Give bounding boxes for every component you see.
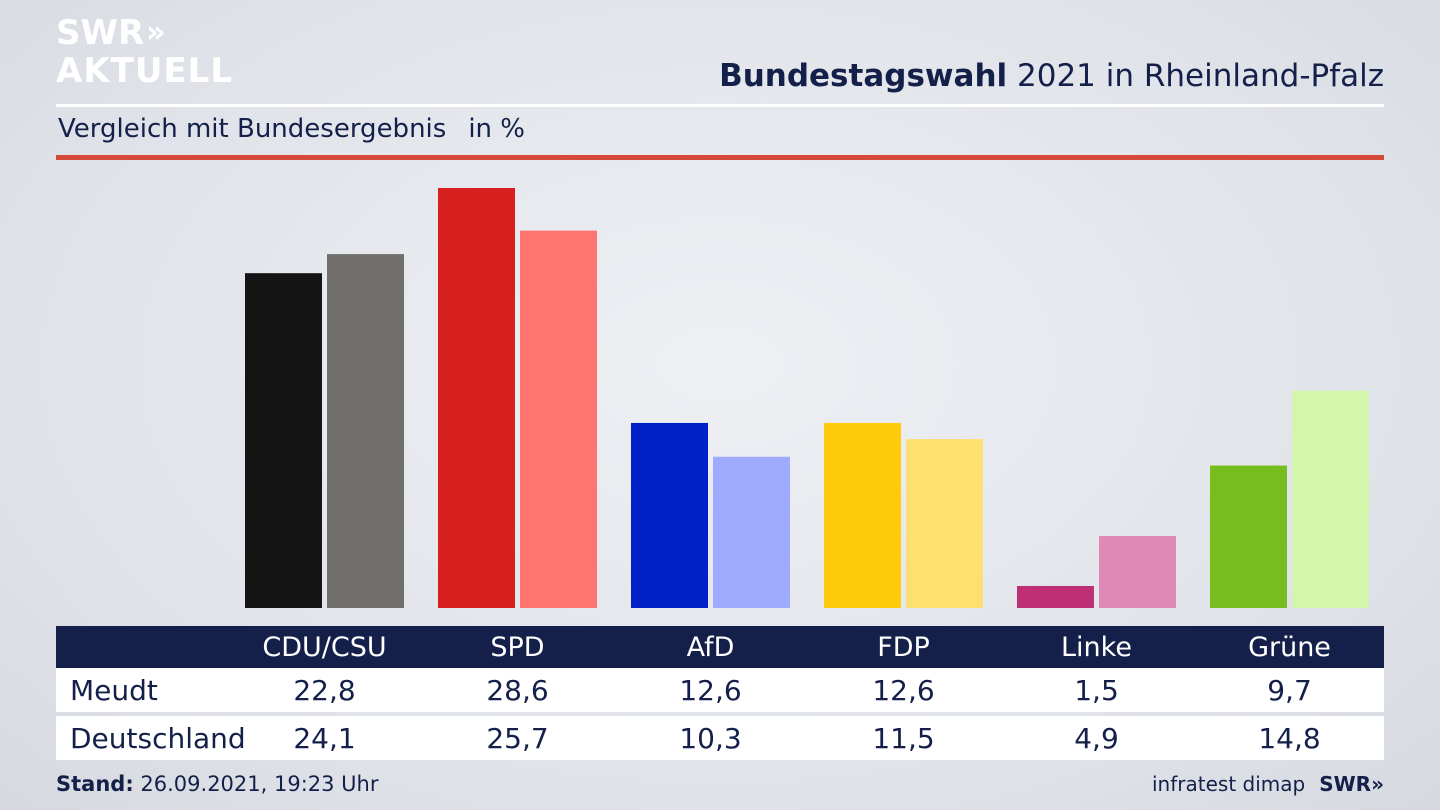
subtitle-divider	[56, 155, 1384, 160]
table-cell: 12,6	[872, 673, 935, 707]
column-header-linke: Linke	[1061, 631, 1132, 663]
stand-value: 26.09.2021, 19:23 Uhr	[133, 772, 379, 796]
bar-linke-meudt	[1017, 585, 1094, 608]
source-text: infratest dimap	[1152, 772, 1306, 796]
bar-fdp-deutschland	[906, 439, 983, 608]
table-cell: 24,1	[293, 721, 356, 755]
table-cell: 1,5	[1074, 673, 1119, 707]
column-header-afd: AfD	[686, 631, 735, 663]
table-cell: 10,3	[679, 721, 742, 755]
subtitle-text: Vergleich mit Bundesergebnis	[58, 114, 447, 144]
bar-spd-deutschland	[520, 230, 597, 609]
column-header-fdp: FDP	[877, 631, 930, 663]
row-label-deutschland: Deutschland	[70, 721, 246, 755]
table-cell: 22,8	[293, 673, 356, 707]
chart-title-bold: Bundestagswahl	[719, 58, 1008, 94]
title-divider	[56, 104, 1384, 107]
bar-cdu-csu-meudt	[245, 273, 322, 608]
table-cell: 14,8	[1258, 721, 1321, 755]
table-header: CDU/CSU SPD AfD FDP Linke Grüne	[56, 626, 1384, 668]
results-table: CDU/CSU SPD AfD FDP Linke Grüne Meudt 22,8 28,…	[56, 626, 1384, 760]
table-cell: 12,6	[679, 673, 742, 707]
bar-gr-ne-meudt	[1210, 465, 1287, 608]
logo-text-swr: SWR	[56, 13, 145, 53]
table-row-meudt: Meudt 22,8 28,6 12,6 12,6 1,5 9,7	[56, 668, 1384, 712]
table-cell: 11,5	[872, 721, 935, 755]
bar-spd-meudt	[438, 188, 515, 608]
bar-cdu-csu-deutschland	[327, 254, 404, 608]
stand-label: Stand:	[56, 772, 134, 796]
bar-fdp-meudt	[824, 422, 901, 608]
table-cell: 9,7	[1267, 673, 1312, 707]
chart-title: Bundestagswahl 2021 in Rheinland-Pfalz	[719, 58, 1384, 94]
bar-gr-ne-deutschland	[1292, 390, 1369, 608]
chart-title-rest: 2021 in Rheinland-Pfalz	[1007, 58, 1384, 94]
swr-arrows-icon: »	[1371, 772, 1384, 796]
table-cell: 25,7	[486, 721, 549, 755]
column-header-spd: SPD	[490, 631, 545, 663]
table-row-deutschland: Deutschland 24,1 25,7 10,3 11,5 4,9 14,8	[56, 716, 1384, 760]
timestamp: Stand: 26.09.2021, 19:23 Uhr	[56, 772, 379, 796]
bar-afd-deutschland	[713, 456, 790, 608]
table-cell: 28,6	[486, 673, 549, 707]
column-header-cdu-csu: CDU/CSU	[262, 631, 387, 663]
unit-label: in %	[468, 114, 525, 144]
chart-subtitle: Vergleich mit Bundesergebnis in %	[58, 114, 525, 144]
logo-text-aktuell: AKTUELL	[56, 51, 234, 91]
swr-brand: SWR»	[1319, 772, 1384, 796]
source-credit: infratest dimap SWR»	[1152, 772, 1384, 796]
column-header-gr-ne: Grüne	[1248, 631, 1331, 663]
bar-linke-deutschland	[1099, 536, 1176, 608]
row-label-meudt: Meudt	[70, 673, 158, 707]
bar-afd-meudt	[631, 422, 708, 608]
swr-brand-text: SWR	[1319, 772, 1372, 796]
table-cell: 4,9	[1074, 721, 1119, 755]
swr-aktuell-logo: SWR» AKTUELL	[56, 16, 233, 88]
